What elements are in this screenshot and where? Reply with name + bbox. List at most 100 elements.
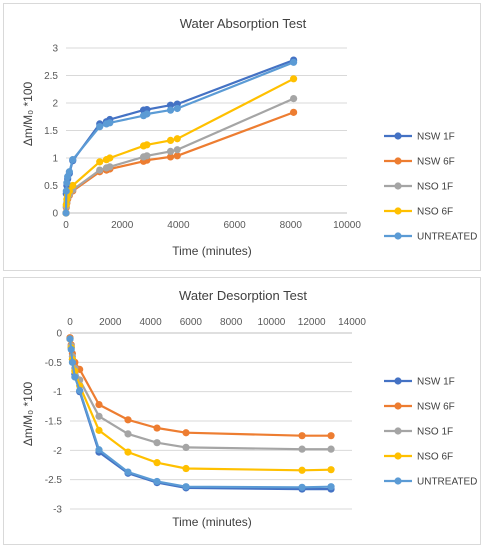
top-point-nso-6f xyxy=(173,135,181,143)
bottom-point-nsw-6f xyxy=(182,429,190,437)
bottom-point-untreated xyxy=(76,386,84,395)
bottom-point-untreated xyxy=(327,483,335,491)
bottom-legend-marker xyxy=(394,402,402,410)
bottom-point-untreated xyxy=(298,483,306,491)
bottom-point-untreated xyxy=(71,373,79,381)
desorption-chart-title: Water Desorption Test xyxy=(179,288,307,303)
bottom-legend-label: NSO 1F xyxy=(417,427,453,438)
bottom-point-untreated xyxy=(67,345,75,354)
top-point-untreated xyxy=(63,179,71,187)
bottom-point-nso-6f xyxy=(298,466,306,474)
top-point-nso-1f xyxy=(173,146,181,154)
bottom-x-tick-label: 2000 xyxy=(99,317,122,328)
top-x-tick-label: 6000 xyxy=(223,220,246,231)
top-legend-marker xyxy=(394,232,402,240)
top-legend-label: NSW 6F xyxy=(417,157,455,168)
top-point-nsw-6f xyxy=(166,153,175,161)
top-x-tick-label: 10000 xyxy=(333,220,361,231)
top-point-nsw-6f xyxy=(173,152,181,160)
bottom-point-untreated xyxy=(124,468,132,476)
top-point-untreated xyxy=(173,104,181,113)
bottom-x-tick-label: 0 xyxy=(67,317,73,328)
bottom-point-nso-1f xyxy=(298,445,306,453)
top-legend-marker xyxy=(394,157,402,165)
absorption-chart-title: Water Absorption Test xyxy=(180,16,307,31)
bottom-legend-marker xyxy=(394,477,402,485)
bottom-legend-label: UNTREATED xyxy=(417,477,477,488)
bottom-point-nsw-6f xyxy=(298,432,306,440)
bottom-point-nso-6f xyxy=(182,464,190,473)
top-point-nso-1f xyxy=(96,166,104,174)
top-point-nso-1f xyxy=(143,152,151,160)
bottom-x-tick-label: 6000 xyxy=(180,317,203,328)
top-y-tick-label: 1.5 xyxy=(44,126,58,137)
absorption-chart-panel: Water Absorption Test Time (minutes) Δm/… xyxy=(3,3,481,271)
top-point-untreated xyxy=(290,58,298,66)
top-series-line-nso-6f xyxy=(64,77,295,214)
bottom-legend-marker xyxy=(394,377,402,385)
bottom-point-nsw-6f xyxy=(124,416,132,424)
bottom-point-nso-1f xyxy=(95,412,103,420)
bottom-x-tick-label: 14000 xyxy=(338,317,366,328)
top-legend-label: UNTREATED xyxy=(417,232,477,243)
bottom-point-nsw-6f xyxy=(327,432,335,440)
top-point-nsw-1f xyxy=(166,101,175,109)
top-point-untreated xyxy=(69,156,77,164)
bottom-point-untreated xyxy=(95,446,103,454)
bottom-point-nso-6f xyxy=(124,448,132,456)
top-y-tick-label: 1 xyxy=(52,154,58,165)
bottom-point-untreated xyxy=(153,477,161,486)
top-x-tick-label: 4000 xyxy=(167,220,190,231)
top-point-nso-6f xyxy=(69,181,77,190)
top-x-tick-label: 2000 xyxy=(111,220,134,231)
top-point-untreated xyxy=(143,110,151,118)
desorption-x-axis-title: Time (minutes) xyxy=(172,515,252,529)
bottom-x-tick-label: 8000 xyxy=(220,317,243,328)
desorption-chart-panel: Water Desorption Test Time (minutes) Δm/… xyxy=(3,277,481,545)
absorption-y-axis-title: Δm/M₀ *100 xyxy=(21,82,35,147)
bottom-y-tick-label: -0.5 xyxy=(45,358,63,369)
top-legend-marker xyxy=(394,207,402,215)
top-legend-marker xyxy=(394,132,402,140)
top-point-nso-6f xyxy=(166,136,175,144)
bottom-point-nso-1f xyxy=(182,443,190,451)
top-y-tick-label: 3 xyxy=(52,44,58,55)
bottom-y-tick-label: -3 xyxy=(53,505,62,516)
bottom-legend-label: NSW 1F xyxy=(417,377,455,388)
bottom-series-line-nsw-1f xyxy=(68,338,332,491)
top-legend-label: NSW 1F xyxy=(417,132,455,143)
top-point-untreated xyxy=(65,168,73,176)
bottom-x-tick-label: 10000 xyxy=(258,317,286,328)
absorption-x-axis-title: Time (minutes) xyxy=(172,244,252,258)
bottom-point-nsw-6f xyxy=(153,424,161,432)
bottom-point-untreated xyxy=(66,335,74,343)
bottom-legend-marker xyxy=(394,427,402,435)
bottom-point-nsw-6f xyxy=(95,400,103,409)
bottom-legend-label: NSW 6F xyxy=(417,402,455,413)
top-point-untreated xyxy=(62,209,70,217)
top-point-nso-1f xyxy=(106,163,114,171)
desorption-chart: Water Desorption Test Time (minutes) Δm/… xyxy=(21,288,477,529)
top-x-tick-label: 8000 xyxy=(280,220,303,231)
top-point-nso-6f xyxy=(143,141,151,149)
top-y-tick-label: 2 xyxy=(52,99,58,110)
top-point-nso-6f xyxy=(290,75,298,83)
top-point-untreated xyxy=(106,119,114,127)
bottom-point-nso-1f xyxy=(327,445,335,453)
top-legend-label: NSO 1F xyxy=(417,182,453,193)
top-point-nso-6f xyxy=(96,158,104,166)
bottom-y-tick-label: -2.5 xyxy=(45,475,63,486)
bottom-x-tick-label: 4000 xyxy=(139,317,162,328)
top-point-untreated xyxy=(62,187,70,195)
top-point-nso-1f xyxy=(166,147,175,155)
bottom-legend-marker xyxy=(394,452,402,460)
bottom-point-nso-6f xyxy=(327,466,335,474)
bottom-y-tick-label: -2 xyxy=(53,446,62,457)
top-legend-label: NSO 6F xyxy=(417,207,453,218)
top-y-tick-label: 0.5 xyxy=(44,181,58,192)
top-x-tick-label: 0 xyxy=(63,220,69,231)
bottom-legend-label: NSO 6F xyxy=(417,452,453,463)
bottom-y-tick-label: -1.5 xyxy=(45,417,63,428)
bottom-y-tick-label: -1 xyxy=(53,387,62,398)
bottom-x-tick-label: 12000 xyxy=(298,317,326,328)
